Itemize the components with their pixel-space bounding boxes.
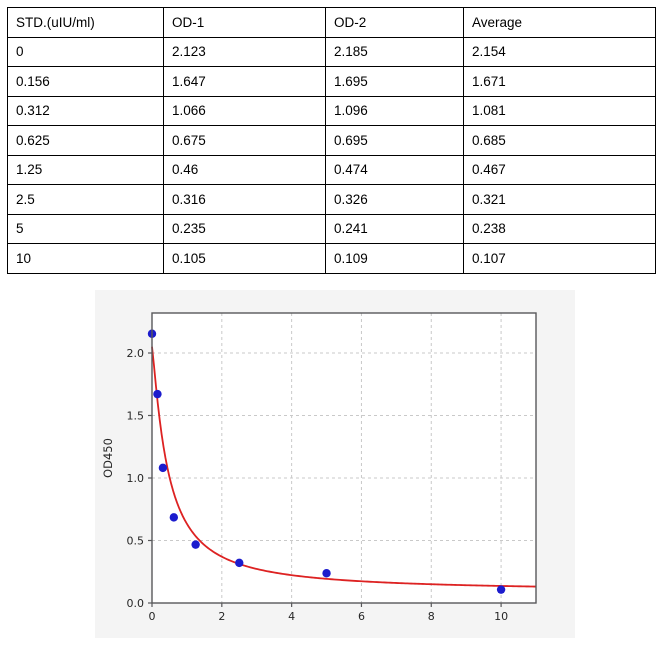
table-cell: 0.312 bbox=[7, 95, 164, 126]
x-tick-label: 0 bbox=[149, 610, 156, 623]
data-point bbox=[322, 569, 331, 578]
x-tick-label: 10 bbox=[494, 610, 508, 623]
table-cell: 0.105 bbox=[163, 243, 326, 274]
data-point bbox=[158, 463, 168, 473]
table-row: 0.156 1.647 1.695 1.671 bbox=[7, 66, 656, 97]
data-point bbox=[153, 389, 162, 399]
table-cell: 5 bbox=[7, 213, 164, 244]
table-cell: 0.241 bbox=[325, 213, 464, 244]
y-axis-label: OD450 bbox=[101, 438, 115, 478]
standard-curve-chart: 0 2 4 6 8 10 0.0 0.5 1.0 1.5 2.0 bbox=[127, 312, 537, 623]
data-point bbox=[235, 558, 244, 568]
table-cell: 2.123 bbox=[163, 36, 326, 67]
table-cell: 0.156 bbox=[7, 66, 164, 97]
table-row: 0.312 1.066 1.096 1.081 bbox=[7, 95, 656, 126]
x-tick-label: 8 bbox=[428, 610, 435, 623]
table-row: 1.25 0.46 0.474 0.467 bbox=[7, 154, 656, 185]
table-cell: 1.647 bbox=[163, 66, 326, 97]
data-point bbox=[169, 513, 179, 522]
table-row: 5 0.235 0.241 0.238 bbox=[7, 213, 656, 244]
table-cell: 0.326 bbox=[325, 184, 464, 215]
table-header-row: STD.(uIU/ml) OD-1 OD-2 Average bbox=[7, 7, 656, 38]
table-cell: 0.46 bbox=[163, 154, 326, 185]
standards-table: STD.(uIU/ml) OD-1 OD-2 Average 0 2.123 2.185 2… bbox=[7, 7, 656, 274]
table-cell: 0.467 bbox=[463, 154, 656, 185]
table-cell: 0.107 bbox=[463, 243, 656, 274]
table-cell: 1.066 bbox=[163, 95, 326, 126]
data-point bbox=[496, 585, 506, 594]
y-tick-label: 1.5 bbox=[127, 410, 145, 423]
table-cell: 0.474 bbox=[325, 154, 464, 185]
table-cell: 1.695 bbox=[325, 66, 464, 97]
y-tick-label: 1.0 bbox=[127, 472, 145, 485]
plot-border bbox=[151, 312, 537, 604]
x-tick-label: 4 bbox=[288, 610, 295, 623]
column-header-1: OD-1 bbox=[163, 7, 326, 38]
table-cell: 0.316 bbox=[163, 184, 326, 215]
table-cell: 1.096 bbox=[325, 95, 464, 126]
table-cell: 10 bbox=[7, 243, 164, 274]
y-tick-label: 0.5 bbox=[127, 535, 145, 548]
table-cell: 0.321 bbox=[463, 184, 656, 215]
table-cell: 0.235 bbox=[163, 213, 326, 244]
table-cell: 0.675 bbox=[163, 125, 326, 156]
table-cell: 0.238 bbox=[463, 213, 656, 244]
table-cell: 2.154 bbox=[463, 36, 656, 67]
y-tick-label: 2.0 bbox=[127, 347, 145, 360]
fit-curve bbox=[151, 346, 537, 588]
table-cell: 0.695 bbox=[325, 125, 464, 156]
table-cell: 0.685 bbox=[463, 125, 656, 156]
column-header-0: STD.(uIU/ml) bbox=[7, 7, 164, 38]
data-point bbox=[191, 540, 200, 549]
table-cell: 2.5 bbox=[7, 184, 164, 215]
x-tick-label: 6 bbox=[358, 610, 365, 623]
table-row: 2.5 0.316 0.326 0.321 bbox=[7, 184, 656, 215]
table-row: 0 2.123 2.185 2.154 bbox=[7, 36, 656, 67]
table-cell: 0.109 bbox=[325, 243, 464, 274]
table-cell: 2.185 bbox=[325, 36, 464, 67]
table-cell: 0 bbox=[7, 36, 164, 67]
table-row: 0.625 0.675 0.695 0.685 bbox=[7, 125, 656, 156]
y-tick-label: 0.0 bbox=[127, 597, 145, 610]
x-tick-label: 2 bbox=[218, 610, 225, 623]
table-cell: 1.671 bbox=[463, 66, 656, 97]
table-cell: 0.625 bbox=[7, 125, 164, 156]
table-row: 10 0.105 0.109 0.107 bbox=[7, 243, 656, 274]
plot-area bbox=[152, 313, 536, 603]
table-cell: 1.081 bbox=[463, 95, 656, 126]
column-header-3: Average bbox=[463, 7, 656, 38]
table-cell: 1.25 bbox=[7, 154, 164, 185]
column-header-2: OD-2 bbox=[325, 7, 464, 38]
